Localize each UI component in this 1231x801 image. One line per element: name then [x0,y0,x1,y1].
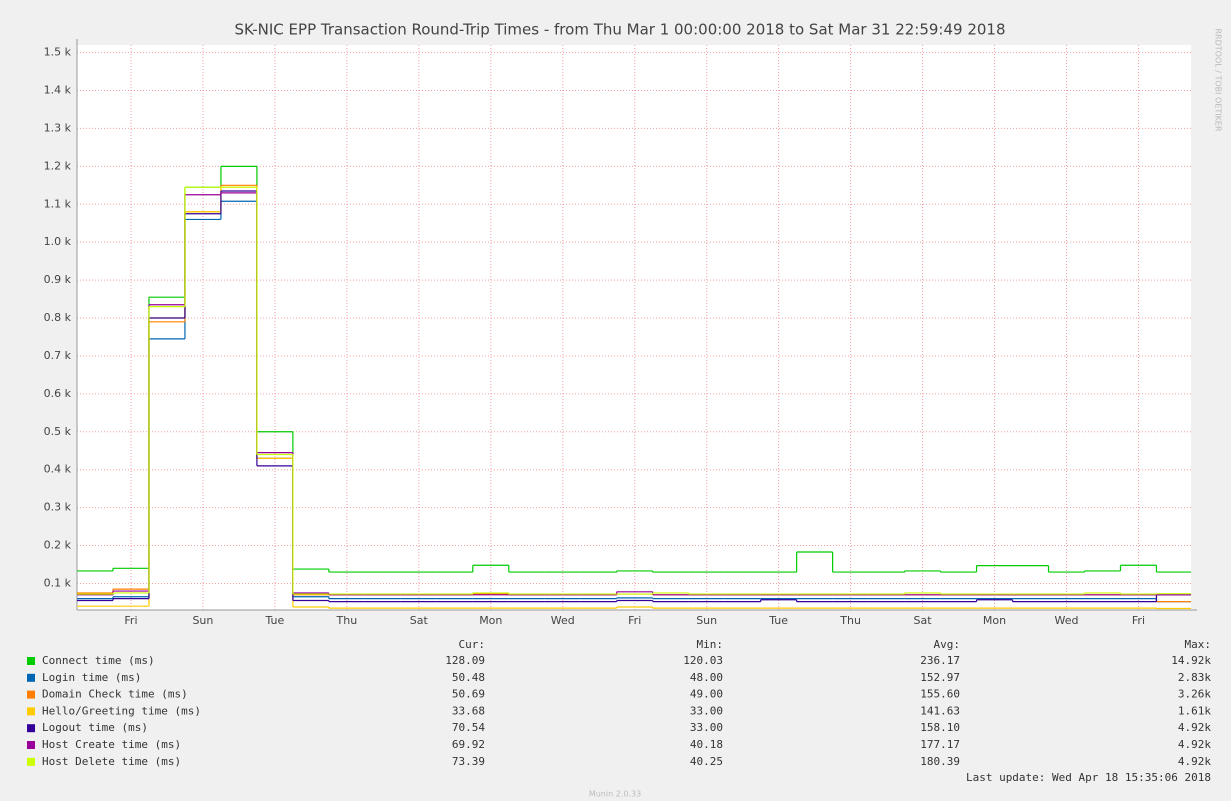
y-tick-label: 0.5 k [44,425,72,438]
legend-stat: 40.25 [690,755,723,768]
legend-stat: 40.18 [690,738,723,751]
legend-stat: 177.17 [920,738,960,751]
legend-stat: 73.39 [452,755,485,768]
x-tick-label: Tue [768,614,788,627]
y-tick-label: 1.5 k [44,46,72,59]
legend-stat: 141.63 [920,704,960,717]
side-label: RRDTOOL / TOBI OETIKER [1214,28,1223,131]
legend-stat: 4.92k [1178,755,1211,768]
y-tick-label: 0.3 k [44,501,72,514]
legend-stat: 4.92k [1178,738,1211,751]
y-tick-label: 0.6 k [44,387,72,400]
x-tick-label: Mon [479,614,502,627]
x-tick-label: Mon [983,614,1006,627]
legend-stat: 158.10 [920,721,960,734]
x-tick-label: Sat [410,614,429,627]
y-tick-label: 0.7 k [44,349,72,362]
legend-swatch [27,707,35,716]
y-tick-label: 0.1 k [44,576,72,589]
legend-stat: 2.83k [1178,671,1211,684]
y-tick-label: 1.3 k [44,121,72,134]
x-tick-label: Sat [914,614,933,627]
y-tick-label: 0.8 k [44,311,72,324]
chart-title: SK-NIC EPP Transaction Round-Trip Times … [234,21,1005,39]
legend-stat: 180.39 [920,755,960,768]
legend-header: Cur: [459,638,486,651]
legend-stat: 49.00 [690,688,723,701]
step-riser [112,187,1158,595]
legend-stat: 1.61k [1178,704,1211,717]
y-tick-label: 1.0 k [44,235,72,248]
step-riser [112,190,1158,602]
y-tick-label: 1.2 k [44,159,72,172]
step-riser [112,166,1158,573]
legend-swatch [27,657,35,665]
x-tick-label: Wed [551,614,575,627]
legend-stat: 120.03 [683,654,723,667]
legend-label: Logout time (ms) [42,721,148,734]
legend-stat: 14.92k [1171,654,1211,667]
legend-stat: 33.00 [690,721,723,734]
legend-stat: 4.92k [1178,721,1211,734]
plot-area [77,45,1191,610]
legend-stat: 33.68 [452,704,485,717]
y-tick-label: 1.4 k [44,84,72,97]
footer: Munin 2.0.33 [589,790,641,799]
y-tick-label: 0.9 k [44,273,72,286]
y-tick-label: 0.2 k [44,539,72,552]
legend-swatch [27,673,35,682]
legend-label: Login time (ms) [42,671,141,684]
legend-label: Domain Check time (ms) [42,688,188,701]
legend-stat: 128.09 [445,654,485,667]
x-tick-label: Sun [192,614,213,627]
legend-header: Avg: [934,638,961,651]
x-tick-label: Fri [124,614,137,627]
x-tick-label: Sun [696,614,717,627]
legend-stat: 3.26k [1178,688,1211,701]
legend-swatch [27,724,35,733]
legend-stat: 70.54 [452,721,485,734]
legend-label: Hello/Greeting time (ms) [42,704,201,717]
legend-stat: 50.69 [452,688,485,701]
y-tick-label: 1.1 k [44,197,72,210]
x-tick-label: Thu [336,614,358,627]
legend-stat: 33.00 [690,704,723,717]
x-tick-label: Fri [628,614,641,627]
legend-stat: 69.92 [452,738,485,751]
legend-label: Connect time (ms) [42,654,155,667]
x-tick-label: Fri [1132,614,1145,627]
legend-stat: 50.48 [452,671,485,684]
legend-swatch [27,741,35,749]
x-tick-label: Tue [265,614,285,627]
legend-label: Host Delete time (ms) [42,755,181,768]
legend-stat: 236.17 [920,654,960,667]
legend-label: Host Create time (ms) [42,738,181,751]
last-update: Last update: Wed Apr 18 15:35:06 2018 [966,771,1211,784]
legend-header: Min: [697,638,724,651]
legend-header: Max: [1185,638,1212,651]
y-tick-label: 0.4 k [44,463,72,476]
x-tick-label: Thu [839,614,861,627]
legend-stat: 152.97 [920,671,960,684]
legend-swatch [27,690,35,699]
legend-stat: 48.00 [690,671,723,684]
legend-swatch [27,757,35,766]
legend-stat: 155.60 [920,688,960,701]
x-tick-label: Wed [1055,614,1079,627]
